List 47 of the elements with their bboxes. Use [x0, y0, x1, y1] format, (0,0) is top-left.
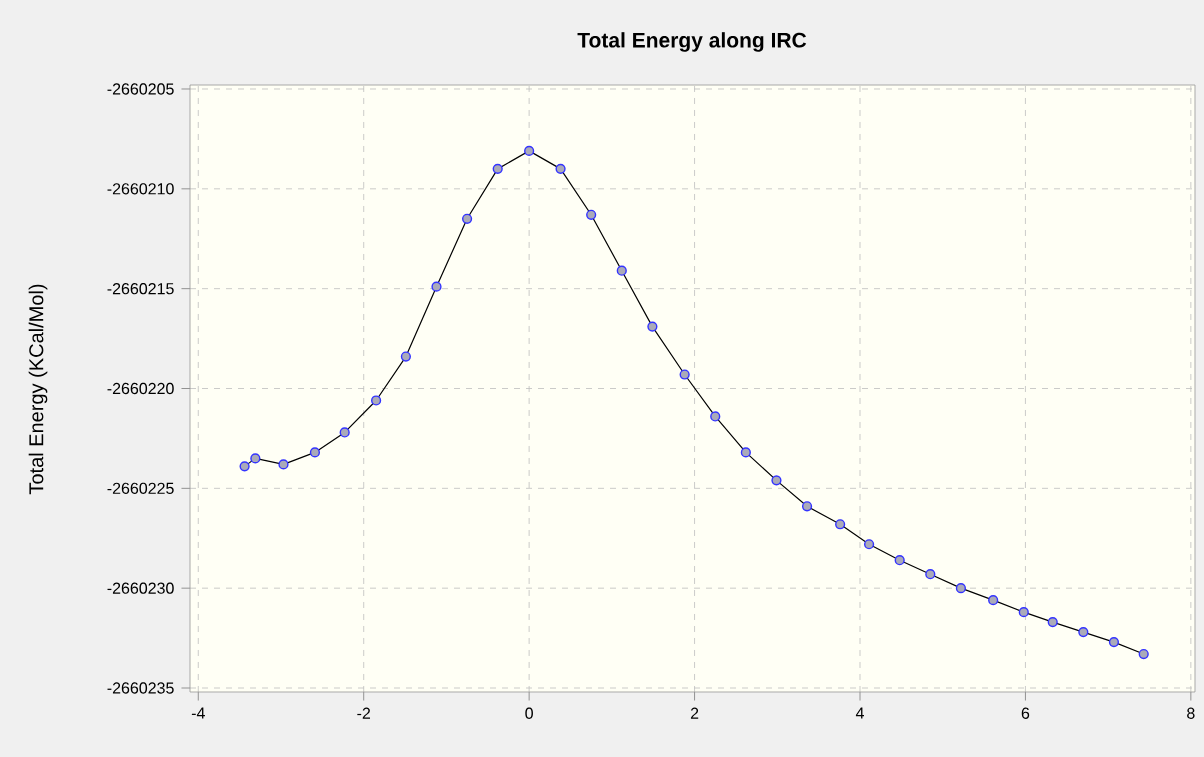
y-tick-label: -2660210: [107, 183, 174, 195]
point: [371, 395, 382, 406]
x-tick-label: -2: [357, 707, 371, 719]
x-tick-label: 6: [1021, 707, 1030, 719]
point: [586, 209, 597, 220]
point: [925, 569, 936, 580]
y-axis-title: Total Energy (KCal/Mol): [28, 284, 48, 495]
point: [894, 555, 905, 566]
x-tick-label: 2: [690, 707, 699, 719]
point: [309, 447, 321, 458]
y-tick-label: -2660205: [107, 83, 174, 95]
y-tick-label: -2660230: [107, 582, 174, 594]
y-tick-label: -2660225: [107, 482, 174, 494]
point: [955, 583, 967, 594]
point: [1078, 627, 1089, 638]
point: [492, 163, 503, 174]
point: [1047, 617, 1058, 628]
x-tick-label: 8: [1187, 707, 1195, 719]
point: [1018, 607, 1029, 618]
x-tick-label: 4: [855, 707, 864, 719]
x-tick-label: -4: [191, 707, 205, 719]
point: [679, 369, 690, 380]
point: [339, 427, 350, 438]
point: [462, 213, 473, 224]
x-tick-label: 0: [525, 707, 533, 719]
point: [239, 461, 250, 472]
point: [771, 475, 782, 486]
point: [1108, 636, 1120, 648]
y-tick-label: -2660215: [107, 283, 174, 295]
y-tick-label: -2660235: [107, 682, 174, 694]
point: [1138, 648, 1149, 660]
point: [400, 351, 411, 362]
chart-title: Total Energy along IRC: [577, 32, 807, 52]
point: [835, 519, 846, 530]
point: [555, 163, 566, 174]
point: [864, 539, 875, 550]
point: [647, 321, 658, 332]
point: [431, 281, 442, 292]
point: [740, 447, 751, 458]
point: [801, 501, 813, 512]
point: [278, 459, 289, 470]
point: [250, 453, 261, 464]
point: [710, 411, 721, 422]
point: [616, 265, 627, 276]
point: [988, 595, 999, 606]
y-tick-label: -2660220: [107, 382, 174, 395]
point: [524, 145, 535, 156]
